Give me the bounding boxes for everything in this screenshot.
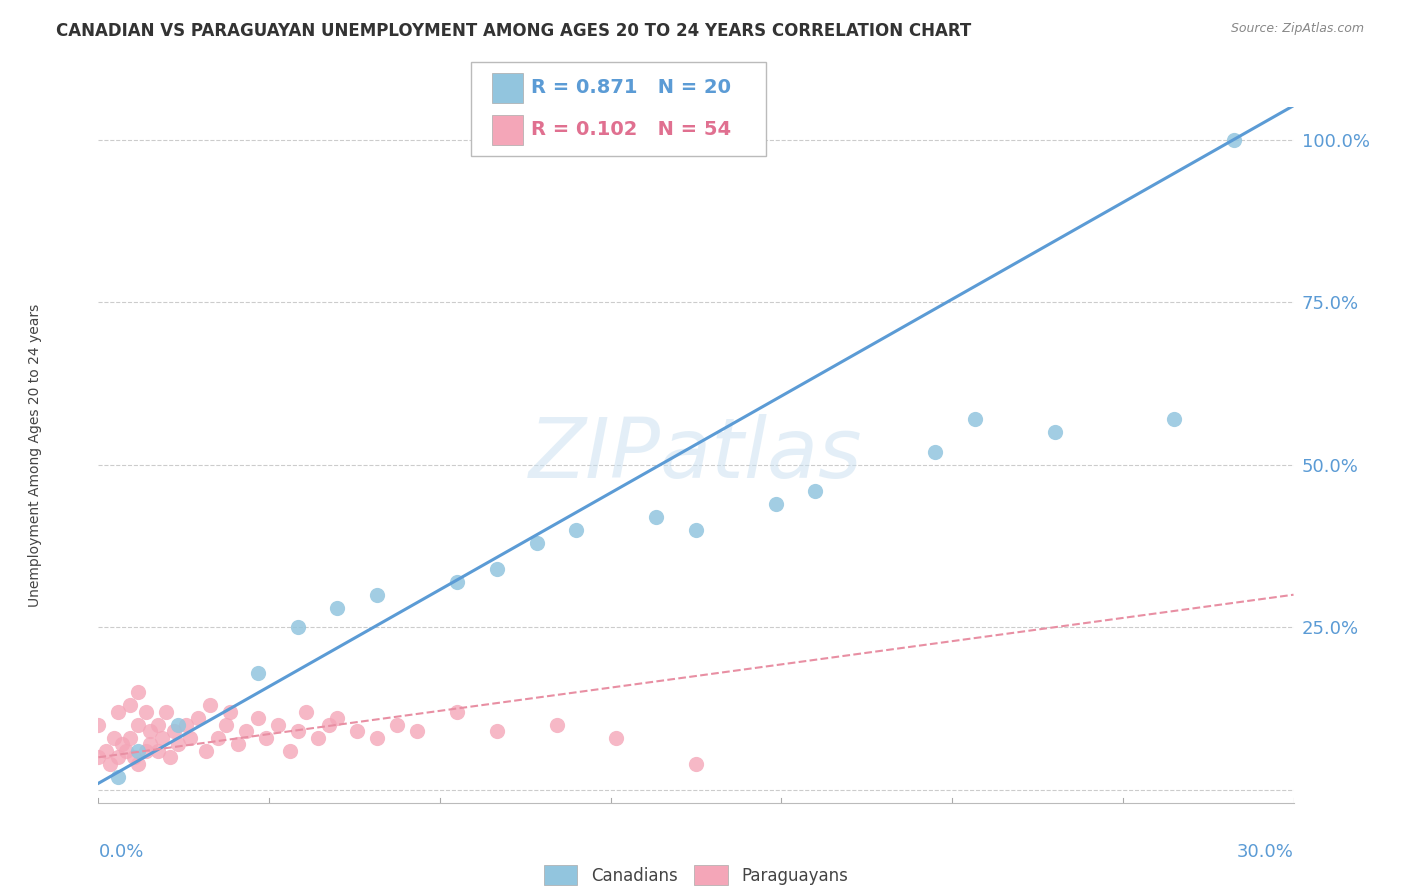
Text: Unemployment Among Ages 20 to 24 years: Unemployment Among Ages 20 to 24 years	[28, 303, 42, 607]
Point	[127, 685, 149, 699]
Point	[135, 744, 157, 758]
Point	[254, 731, 277, 745]
Point	[148, 744, 170, 758]
Point	[100, 756, 122, 771]
Text: R = 0.871   N = 20: R = 0.871 N = 20	[531, 78, 731, 96]
Point	[215, 718, 238, 732]
Point	[135, 705, 157, 719]
Point	[159, 750, 181, 764]
Legend: Canadians, Paraguayans: Canadians, Paraguayans	[537, 858, 855, 892]
Point	[87, 718, 110, 732]
Point	[107, 770, 129, 784]
Point	[155, 705, 177, 719]
Point	[326, 600, 349, 615]
Point	[685, 756, 707, 771]
Point	[198, 698, 221, 713]
Point	[307, 731, 329, 745]
Point	[120, 731, 142, 745]
Point	[1163, 412, 1185, 426]
Point	[96, 744, 118, 758]
Point	[366, 731, 388, 745]
Point	[111, 737, 134, 751]
Point	[127, 744, 149, 758]
Point	[1222, 132, 1246, 146]
Text: 30.0%: 30.0%	[1237, 843, 1294, 861]
Point	[318, 718, 340, 732]
Point	[645, 509, 668, 524]
Point	[150, 731, 173, 745]
Text: Source: ZipAtlas.com: Source: ZipAtlas.com	[1230, 22, 1364, 36]
Point	[246, 665, 269, 680]
Point	[127, 718, 149, 732]
Point	[963, 412, 986, 426]
Point	[219, 705, 242, 719]
Point	[174, 718, 197, 732]
Point	[120, 698, 142, 713]
Point	[179, 731, 201, 745]
Point	[294, 705, 316, 719]
Point	[107, 705, 129, 719]
Point	[107, 750, 129, 764]
Point	[685, 523, 707, 537]
Point	[346, 724, 368, 739]
Point	[1043, 425, 1066, 439]
Point	[366, 588, 388, 602]
Point	[235, 724, 257, 739]
Point	[127, 756, 149, 771]
Point	[446, 574, 468, 589]
Point	[195, 744, 218, 758]
Point	[804, 483, 827, 498]
Point	[226, 737, 249, 751]
Point	[278, 744, 301, 758]
Point	[267, 718, 290, 732]
Point	[246, 711, 269, 725]
Point	[167, 737, 190, 751]
Text: CANADIAN VS PARAGUAYAN UNEMPLOYMENT AMONG AGES 20 TO 24 YEARS CORRELATION CHART: CANADIAN VS PARAGUAYAN UNEMPLOYMENT AMON…	[56, 22, 972, 40]
Point	[287, 620, 309, 634]
Point	[87, 750, 110, 764]
Point	[103, 731, 125, 745]
Point	[565, 523, 588, 537]
Point	[605, 731, 627, 745]
Text: ZIPatlas: ZIPatlas	[529, 415, 863, 495]
Text: R = 0.102   N = 54: R = 0.102 N = 54	[531, 120, 731, 139]
Point	[139, 737, 162, 751]
Point	[167, 718, 190, 732]
Point	[765, 497, 787, 511]
Point	[446, 705, 468, 719]
Point	[124, 750, 146, 764]
Point	[187, 711, 209, 725]
Point	[924, 444, 946, 458]
Point	[115, 744, 138, 758]
Point	[139, 724, 162, 739]
Point	[326, 711, 349, 725]
Text: 0.0%: 0.0%	[98, 843, 143, 861]
Point	[385, 718, 409, 732]
Point	[485, 562, 508, 576]
Point	[163, 724, 186, 739]
Point	[148, 718, 170, 732]
Point	[207, 731, 229, 745]
Point	[406, 724, 429, 739]
Point	[526, 535, 548, 549]
Point	[485, 724, 508, 739]
Point	[287, 724, 309, 739]
Point	[546, 718, 568, 732]
